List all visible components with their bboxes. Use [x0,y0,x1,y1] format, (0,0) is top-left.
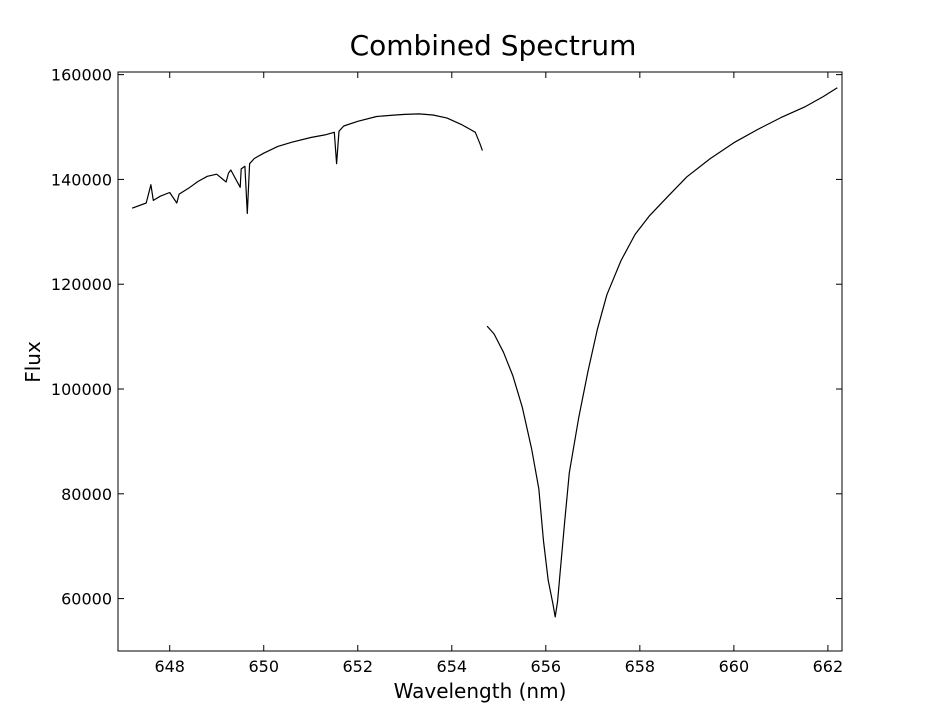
x-tick-label: 658 [625,657,656,676]
x-tick-label: 654 [437,657,468,676]
x-tick-label: 648 [154,657,185,676]
x-axis-label: Wavelength (nm) [394,679,567,703]
y-tick-label: 120000 [51,275,112,294]
x-tick-label: 660 [719,657,750,676]
tick-layer: 648 650 652 654 656 658 660 662 60000 80000 100000… [51,66,843,676]
series-layer [131,87,838,618]
x-tick-label: 650 [248,657,279,676]
y-tick-label: 160000 [51,66,112,85]
y-tick-label: 80000 [61,485,112,504]
x-tick-label: 652 [342,657,373,676]
spectrum-segment-2 [486,87,838,618]
y-tick-label: 140000 [51,170,112,189]
plot-frame [117,71,843,652]
x-tick-label: 662 [813,657,844,676]
y-tick-label: 60000 [61,590,112,609]
y-tick-label: 100000 [51,380,112,399]
x-tick-label: 656 [531,657,562,676]
chart-title: Combined Spectrum [350,29,637,62]
spectrum-segment-1 [131,113,483,215]
y-axis-label: Flux [21,341,45,383]
